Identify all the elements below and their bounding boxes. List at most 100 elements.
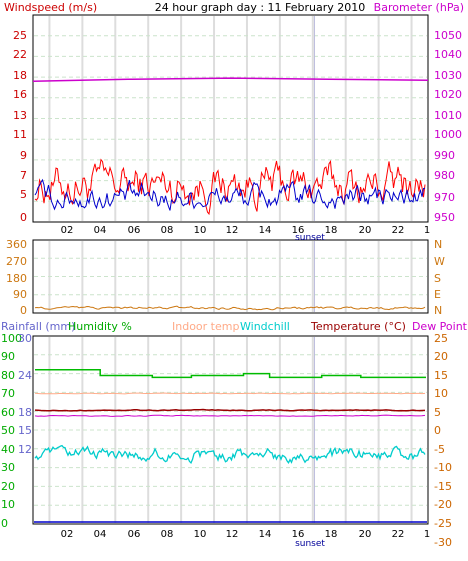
x-tick-label: 02	[61, 529, 74, 540]
tick-label: 15	[434, 369, 448, 382]
tick-label: 950	[434, 211, 455, 224]
tick-label: 9	[20, 149, 27, 162]
tick-label: -10	[434, 461, 452, 474]
tick-label: 40	[1, 443, 15, 456]
x-tick-label: 22	[392, 529, 405, 540]
windchill-line	[34, 444, 426, 465]
temperature-right-ticks: 25 20 15 10 5 0 -5 -10 -15 -20 -25 -30	[434, 332, 452, 549]
x-tick-label: 1	[424, 529, 430, 540]
tick-label: 1030	[434, 69, 462, 82]
tick-label: 80	[1, 369, 15, 382]
chart-title: 24 hour graph day : 11 February 2010	[155, 1, 366, 14]
tick-label: 20	[434, 350, 448, 363]
x-axis-bottom: 02 04 06 08 10 12 14 16 18 20 22 1	[61, 529, 431, 540]
tick-label: 25	[13, 29, 27, 42]
humidity-line	[35, 369, 426, 379]
tick-label: 25	[434, 332, 448, 345]
x-tick-label: 22	[392, 225, 405, 236]
tick-label: 16	[13, 88, 27, 101]
direction-right-ticks: N W S E N	[434, 238, 445, 317]
tick-label: N	[434, 238, 442, 251]
tick-label: 30	[18, 332, 32, 345]
x-tick-label: 1	[424, 225, 430, 236]
x-tick-label: 14	[259, 225, 272, 236]
humidity-left-ticks: 100 90 80 70 60 50 40 30 20 10 0	[1, 332, 22, 530]
temperature-line	[34, 408, 426, 412]
x-tick-label: 20	[359, 225, 372, 236]
tick-label: 90	[1, 350, 15, 363]
tick-label: 270	[6, 255, 27, 268]
header-indoor-temp: Indoor temp	[172, 320, 239, 333]
x-tick-label: 02	[61, 225, 74, 236]
tick-label: 1000	[434, 128, 462, 141]
tick-label: N	[434, 304, 442, 317]
x-tick-label: 14	[259, 529, 272, 540]
tick-label: 1040	[434, 48, 462, 61]
tick-label: 5	[20, 188, 27, 201]
tick-label: 7	[20, 169, 27, 182]
header-humidity: Humidity %	[68, 320, 132, 333]
tick-label: 10	[434, 387, 448, 400]
x-tick-label: 08	[161, 529, 174, 540]
tick-label: S	[434, 272, 441, 285]
tick-label: 13	[13, 109, 27, 122]
x-tick-label: 18	[325, 529, 338, 540]
windspeed-line	[34, 158, 426, 216]
tick-label: 20	[1, 480, 15, 493]
tick-label: 180	[6, 272, 27, 285]
tick-label: 1050	[434, 29, 462, 42]
rainfall-left-ticks: 30 24 18 15 12	[18, 332, 32, 456]
tick-label: 5	[434, 406, 441, 419]
tick-label: E	[434, 288, 441, 301]
tick-label: 0	[20, 211, 27, 224]
header-temperature: Temperature (°C)	[310, 320, 406, 333]
wind-left-ticks: 25 22 18 16 13 11 9 7 5 3 0	[13, 29, 27, 224]
tick-label: -25	[434, 517, 452, 530]
x-tick-label: 04	[94, 225, 107, 236]
dew-point-line	[34, 414, 426, 417]
windspeed-axis-label: Windspeed (m/s)	[4, 1, 97, 14]
series-lines	[32, 77, 429, 523]
wind-right-ticks: 1050 1040 1030 1020 1010 1000 990 980 97…	[434, 29, 462, 224]
tick-label: 50	[1, 424, 15, 437]
tick-label: 10	[1, 498, 15, 511]
x-tick-label: 16	[292, 225, 305, 236]
x-tick-label: 16	[292, 529, 305, 540]
x-tick-label: 20	[359, 529, 372, 540]
tick-label: -5	[434, 443, 445, 456]
tick-label: 12	[18, 443, 32, 456]
tick-label: 0	[20, 304, 27, 317]
tick-label: 18	[13, 69, 27, 82]
x-tick-label: 06	[128, 225, 141, 236]
sunset-label-bottom: sunset	[295, 539, 325, 549]
x-axis-top: 02 04 06 08 10 12 14 16 18 20 22 1	[61, 225, 431, 236]
x-tick-label: 08	[161, 225, 174, 236]
x-tick-label: 18	[325, 225, 338, 236]
sunset-label-top: sunset	[295, 233, 325, 243]
tick-label: 970	[434, 191, 455, 204]
tick-label: 22	[13, 48, 27, 61]
tick-label: 24	[18, 369, 32, 382]
tick-label: -30	[434, 536, 452, 549]
indoor-temp-line	[34, 392, 426, 395]
tick-label: 0	[1, 517, 8, 530]
tick-label: 70	[1, 387, 15, 400]
x-tick-label: 04	[94, 529, 107, 540]
tick-label: 15	[18, 424, 32, 437]
gust-line	[34, 178, 426, 211]
header-rainfall: Rainfall (mm)	[1, 320, 75, 333]
x-tick-label: 06	[128, 529, 141, 540]
header-windchill: Windchill	[240, 320, 290, 333]
tick-label: -15	[434, 480, 452, 493]
tick-label: 0	[434, 424, 441, 437]
tick-label: 60	[1, 406, 15, 419]
tick-label: 30	[1, 461, 15, 474]
tick-label: W	[434, 255, 445, 268]
x-tick-label: 12	[226, 225, 239, 236]
barometer-axis-label: Barometer (hPa)	[374, 1, 464, 14]
tick-label: 11	[13, 128, 27, 141]
wind-direction-line	[34, 305, 426, 311]
tick-label: 100	[1, 332, 22, 345]
